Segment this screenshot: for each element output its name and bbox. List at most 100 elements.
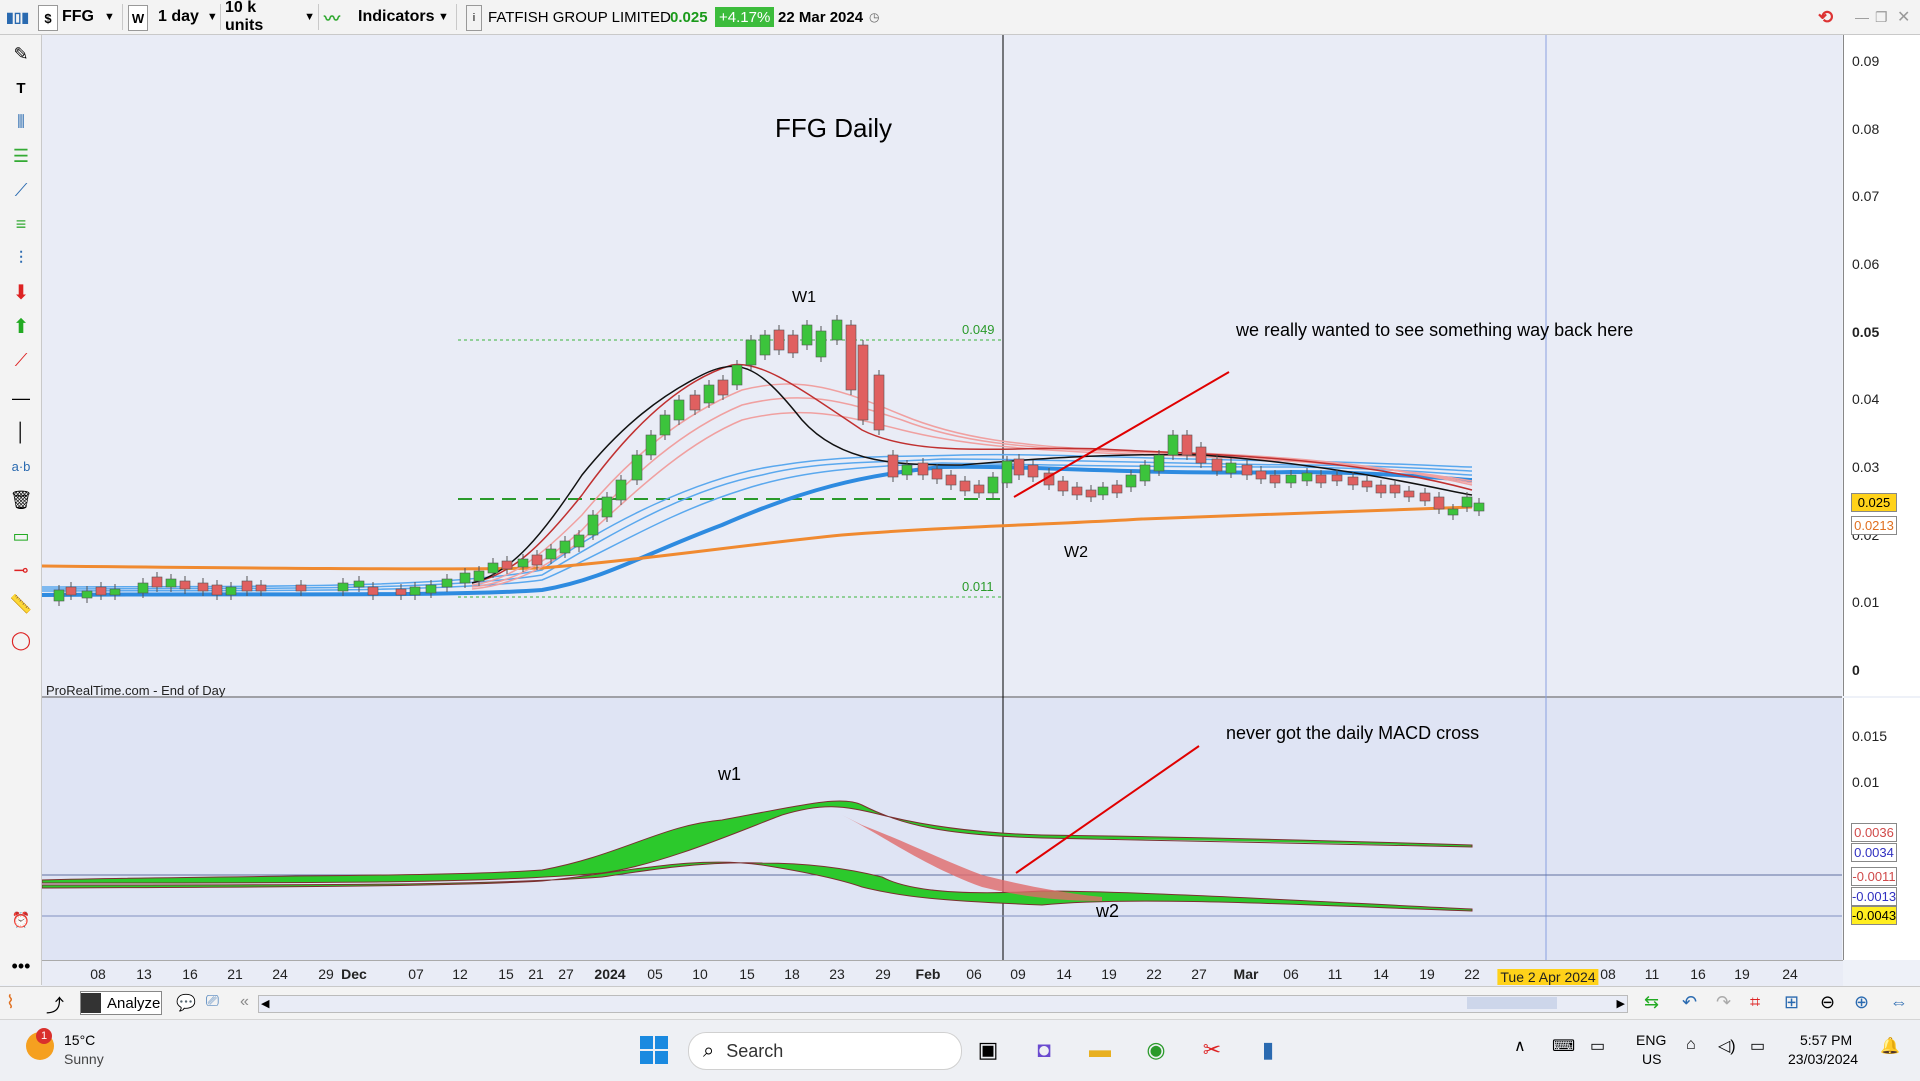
windows-start-icon[interactable] bbox=[638, 1034, 670, 1066]
price-axis[interactable]: 0.09 0.08 0.07 0.06 0.05 0.04 0.03 0.02 … bbox=[1843, 35, 1920, 696]
chart-area[interactable]: FFG Daily ProRealTime.com - End of Day W… bbox=[42, 35, 1842, 985]
candle-up bbox=[109, 588, 121, 596]
annotation-arrow-upper bbox=[1013, 371, 1230, 498]
restore-icon[interactable]: ❐ bbox=[1875, 8, 1888, 25]
candle-up bbox=[1153, 454, 1165, 472]
horizontal-line-icon[interactable]: ― bbox=[12, 387, 30, 408]
arrow-down-icon[interactable]: ⬇ bbox=[12, 281, 30, 304]
taskbar-search[interactable]: ⌕ Search bbox=[688, 1032, 962, 1070]
price-box-label: 0.025 bbox=[1851, 493, 1897, 512]
alerts-icon[interactable]: ⏰ bbox=[11, 912, 31, 929]
alert-chart-icon[interactable]: ⌗ bbox=[1750, 992, 1761, 1012]
w1-lower-label: w1 bbox=[718, 764, 742, 784]
network-icon[interactable]: ⌂ bbox=[1686, 1036, 1696, 1053]
units-label: 10 k units bbox=[225, 0, 264, 34]
auto-scroll-icon[interactable]: ⇆ bbox=[1644, 992, 1660, 1012]
candle-up bbox=[459, 572, 471, 584]
dollar-icon[interactable]: $ bbox=[38, 5, 58, 31]
zoom-out-icon[interactable]: ⊖ bbox=[1820, 992, 1836, 1012]
chevron-down-icon[interactable]: ▼ bbox=[438, 11, 449, 23]
redo-icon[interactable]: ↷ bbox=[1716, 992, 1732, 1012]
prorealtime-icon[interactable]: ▮ bbox=[1261, 1037, 1275, 1062]
price-tick: 0 bbox=[1852, 662, 1860, 678]
tray-overflow-icon[interactable]: ∧ bbox=[1514, 1038, 1526, 1055]
date-tick: 19 bbox=[1101, 966, 1117, 982]
auto-zoom-icon[interactable]: ⇔ bbox=[1890, 992, 1908, 1012]
scroll-thumb[interactable] bbox=[1467, 997, 1557, 1009]
battery-icon[interactable]: ▭ bbox=[1750, 1038, 1766, 1055]
zoom-in-icon[interactable]: ⊕ bbox=[1854, 992, 1870, 1012]
scroll-right-icon[interactable]: ▶ bbox=[1616, 998, 1625, 1010]
rectangle-icon[interactable]: ▭ bbox=[12, 525, 30, 546]
trash-icon[interactable]: 🗑 bbox=[9, 489, 33, 510]
symbol-selector[interactable]: FFG ▼ bbox=[62, 5, 118, 29]
more-tools-icon[interactable]: ••• bbox=[11, 955, 31, 976]
instrument-name: FATFISH GROUP LIMITED bbox=[488, 8, 671, 26]
rewind-icon[interactable]: « bbox=[240, 993, 249, 1010]
candle-up bbox=[1461, 496, 1473, 508]
pencil-icon[interactable]: ✎ bbox=[13, 43, 29, 64]
clock-time[interactable]: 5:57 PM bbox=[1800, 1032, 1853, 1048]
period-icon[interactable]: W bbox=[128, 5, 148, 31]
w1-upper-label: W1 bbox=[792, 289, 816, 306]
candle-down bbox=[179, 580, 191, 590]
candle-down bbox=[95, 586, 107, 596]
analyze-button[interactable]: Analyze bbox=[80, 991, 162, 1015]
candle-down bbox=[717, 379, 729, 396]
book-icon bbox=[81, 993, 101, 1013]
close-icon[interactable]: ✕ bbox=[1897, 9, 1911, 26]
horizontal-scrollbar[interactable]: ◀ ▶ bbox=[258, 995, 1628, 1013]
share-icon[interactable]: ⤴ bbox=[46, 996, 64, 1016]
ruler-icon[interactable]: 📏 bbox=[9, 593, 33, 614]
fib-fan-icon[interactable]: ⟋ bbox=[14, 179, 28, 200]
fib-projection-icon[interactable]: ≡ bbox=[15, 213, 27, 234]
candle-down bbox=[1331, 474, 1343, 482]
trend-line-icon[interactable]: ⟋ bbox=[14, 349, 28, 370]
units-selector[interactable]: 10 k units ▼ bbox=[225, 0, 315, 34]
fibonacci-icon[interactable]: ⫴ bbox=[17, 111, 25, 132]
vertical-line-icon[interactable]: │ bbox=[15, 421, 27, 442]
text-tool-icon[interactable]: T bbox=[16, 79, 26, 97]
undo-icon[interactable]: ↶ bbox=[1682, 992, 1698, 1012]
weather-temp[interactable]: 15°C bbox=[64, 1032, 96, 1048]
info-icon[interactable]: i bbox=[466, 5, 482, 31]
snipping-tool-icon[interactable]: ✂ bbox=[1202, 1037, 1222, 1062]
indicator-axis[interactable]: 0.015 0.01 0.0036 0.0034 -0.0011 -0.0013… bbox=[1843, 698, 1920, 960]
minimize-icon[interactable]: — bbox=[1855, 9, 1869, 25]
candle-down bbox=[1347, 476, 1359, 486]
meet-icon[interactable]: ◘ bbox=[1037, 1037, 1051, 1062]
display-icon[interactable]: ▭ bbox=[1590, 1038, 1606, 1055]
abc-pattern-icon[interactable]: a·b bbox=[11, 458, 31, 474]
keyboard-icon[interactable]: ⌨ bbox=[1552, 1038, 1576, 1055]
chart-type-icon[interactable]: ⌇ bbox=[6, 992, 15, 1012]
comment-icon[interactable]: 💬 bbox=[176, 995, 196, 1012]
ma-box-label: 0.0213 bbox=[1851, 516, 1897, 535]
file-explorer-icon[interactable]: ▬ bbox=[1089, 1037, 1111, 1062]
language-label[interactable]: ENG bbox=[1636, 1032, 1667, 1048]
ellipse-icon[interactable]: ◯ bbox=[10, 629, 32, 650]
screenshot-icon[interactable]: ⎚ bbox=[206, 993, 219, 1010]
task-view-icon[interactable]: ▣ bbox=[977, 1037, 999, 1062]
scroll-left-icon[interactable]: ◀ bbox=[261, 998, 270, 1010]
candle-up bbox=[703, 384, 715, 404]
sync-icon[interactable]: ⟲ bbox=[1818, 6, 1834, 27]
notification-icon[interactable]: 🔔 bbox=[1880, 1038, 1900, 1055]
candle-down bbox=[1269, 474, 1281, 484]
candle-down bbox=[367, 586, 379, 596]
date-axis[interactable]: 08 13 16 21 24 29 Dec 07 12 15 21 27 2024 05 10 15 18 23 2… bbox=[42, 960, 1843, 986]
timeframe-selector[interactable]: 1 day ▼ bbox=[158, 5, 218, 29]
fib-retracement-icon[interactable]: ☰ bbox=[12, 145, 30, 166]
chart-app-icon[interactable]: ▮▯▮ bbox=[6, 8, 30, 25]
chrome-icon[interactable]: ◉ bbox=[1146, 1037, 1166, 1062]
price-tick: 0.03 bbox=[1852, 459, 1880, 475]
arrow-up-icon[interactable]: ⬆ bbox=[12, 315, 30, 338]
volume-icon[interactable]: ◁) bbox=[1718, 1038, 1736, 1055]
zoom-fit-icon[interactable]: ⊞ bbox=[1784, 992, 1800, 1012]
segment-icon[interactable]: ⊸ bbox=[13, 559, 29, 580]
indicators-button[interactable]: Indicators bbox=[358, 8, 435, 25]
candle-up bbox=[615, 479, 627, 501]
fib-time-icon[interactable]: ⫶ bbox=[18, 247, 24, 268]
indicators-icon[interactable]: 〰 bbox=[324, 11, 341, 28]
date-tick: 14 bbox=[1056, 966, 1072, 982]
candle-up bbox=[165, 578, 177, 588]
